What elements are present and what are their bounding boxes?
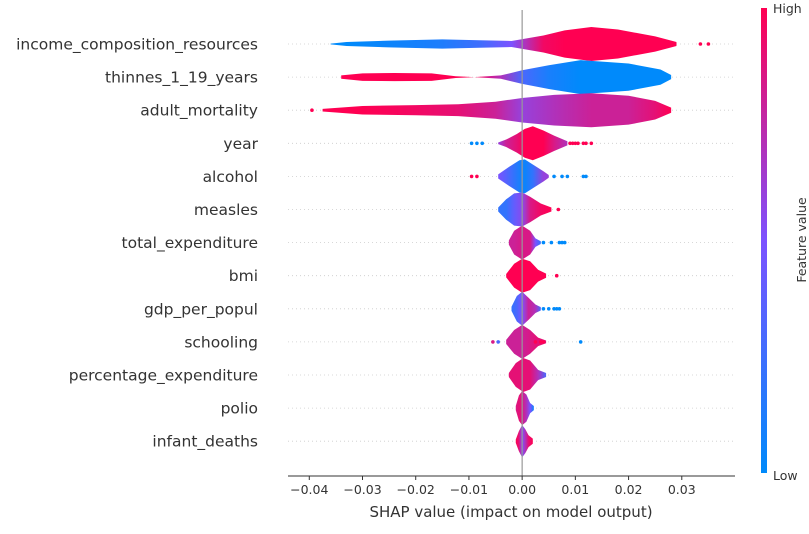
violin-alcohol [498,159,549,194]
feature-label: total_expenditure [122,234,258,253]
violin-measles [498,192,552,227]
x-tick-label: 0.00 [508,482,536,497]
outlier-point [546,307,551,311]
outlier-point [475,174,479,179]
feature-label: percentage_expenditure [69,367,258,386]
colorbar-low-label: Low [773,468,798,483]
colorbar-gradient [761,8,767,473]
outlier-point [581,174,586,179]
outlier-point [568,141,572,146]
outlier-point [469,174,474,179]
violin-gdp-per-popul [511,291,541,326]
outlier-point [533,340,538,344]
outlier-point [565,174,570,179]
feature-label: income_composition_resources [16,36,258,55]
outlier-point [581,141,586,146]
colorbar-high-label: High [773,1,802,16]
outlier-point [541,340,546,344]
colorbar-title: Feature value [794,197,809,283]
outlier-point [552,174,556,179]
violin-infant-deaths [515,425,533,458]
outlier-point [469,141,474,146]
feature-label: alcohol [203,168,258,186]
feature-label: year [223,135,258,153]
outlier-point [554,307,559,311]
outlier-point [560,240,564,245]
feature-label: schooling [184,333,258,351]
x-tick-label: −0.01 [450,482,488,497]
outlier-points [310,42,711,344]
violin-total-expenditure [508,225,541,260]
x-tick-label: 0.01 [561,482,589,497]
feature-label: thinnes_1_19_years [105,69,258,88]
outlier-point [570,141,575,146]
outlier-point [552,307,556,311]
x-tick-label: −0.04 [290,482,328,497]
feature-label: measles [194,201,258,219]
violins [322,27,677,458]
x-axis-title: SHAP value (impact on model output) [369,503,652,521]
outlier-point [556,207,561,212]
x-tick-label: 0.02 [615,482,643,497]
feature-labels: income_composition_resources thinnes_1_19… [16,36,259,452]
feature-label: bmi [229,267,258,285]
violin-income-composition-resources [330,27,677,61]
violin-percentage-expenditure [508,358,547,392]
outlier-point [557,307,562,311]
violin-bmi [506,258,547,293]
outlier-point [584,141,588,146]
outlier-point [589,141,594,146]
violin-schooling [506,324,547,359]
outlier-point [578,340,583,344]
outlier-point [698,42,703,46]
feature-label: adult_mortality [140,102,258,121]
outlier-point [480,141,485,146]
outlier-point [554,273,559,278]
violin-adult-mortality [322,93,672,128]
outlier-point [541,307,546,311]
feature-label: polio [221,400,258,418]
outlier-point [562,240,567,245]
outlier-point [706,42,711,46]
feature-label: gdp_per_popul [144,300,258,319]
outlier-point [584,174,588,179]
outlier-point [491,340,495,344]
outlier-point [576,141,580,146]
outlier-point [538,340,543,344]
outlier-point [557,240,562,245]
x-tick-label: −0.02 [397,482,435,497]
x-tick-label: −0.03 [343,482,381,497]
outlier-point [310,108,314,112]
outlier-point [549,240,554,245]
outlier-point [573,141,578,146]
colorbar: High Low Feature value [761,1,809,483]
outlier-point [475,141,479,146]
x-axis: −0.04 −0.03 −0.02 −0.01 0.00 0.01 0.02 0.03 [288,10,735,497]
outlier-point [496,340,500,344]
outlier-point [560,174,564,179]
outlier-point [541,240,546,245]
violin-polio [515,391,534,426]
x-tick-label: 0.03 [668,482,696,497]
violin-thinnes-1-19-years [341,60,672,95]
violin-year [498,126,568,161]
feature-label: infant_deaths [152,433,258,452]
